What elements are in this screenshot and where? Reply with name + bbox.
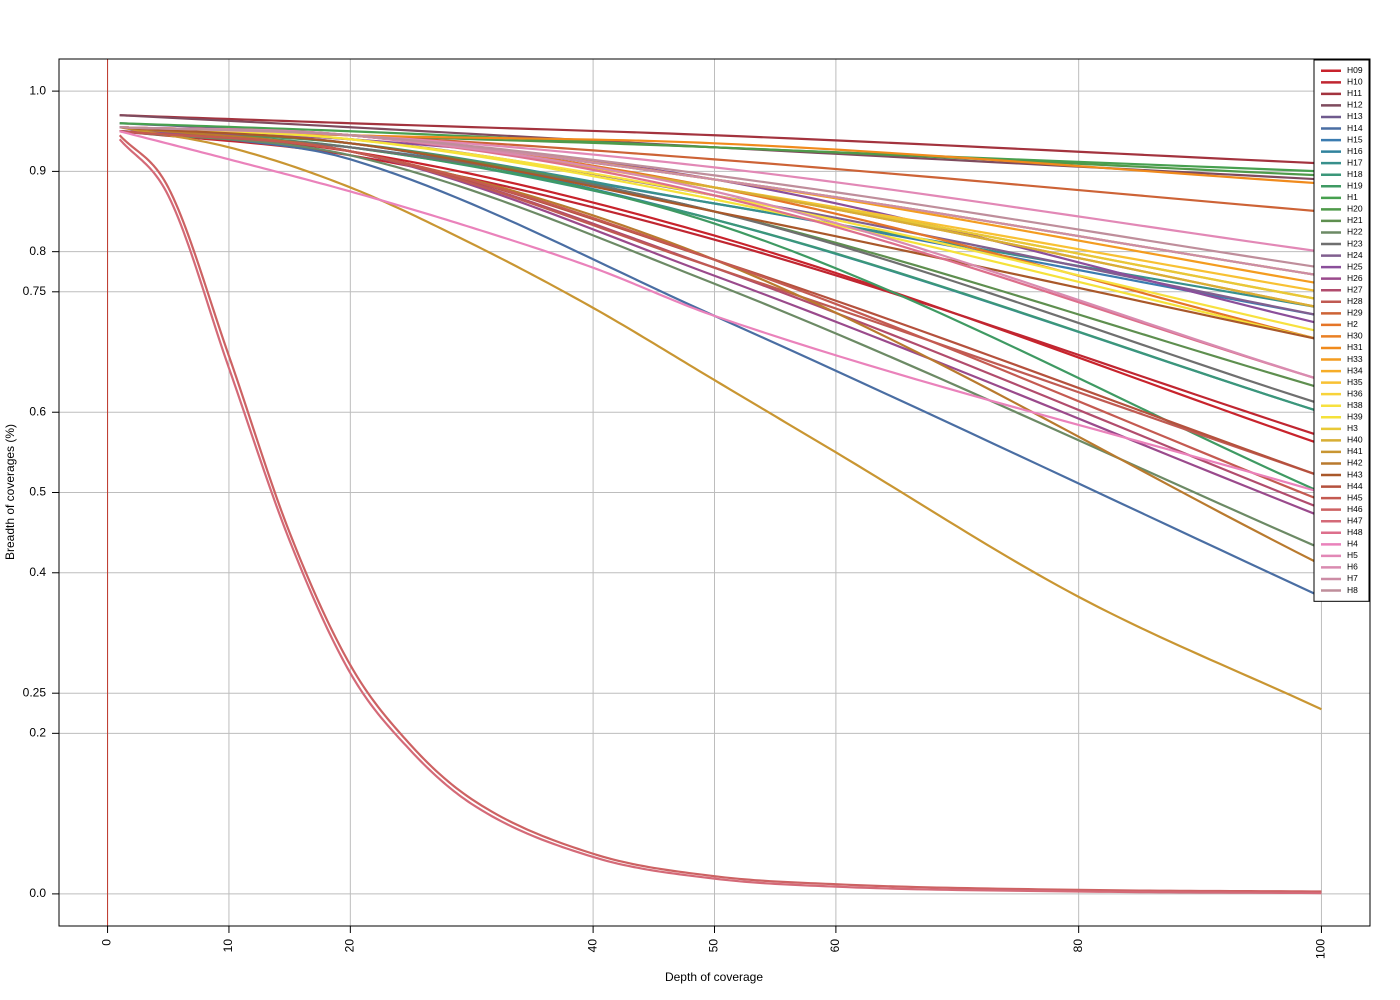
x-tick-label: 80 bbox=[1071, 939, 1085, 953]
series-line-h21 bbox=[119, 130, 1322, 390]
x-tick-label: 0 bbox=[100, 939, 114, 946]
legend-label-h27: H27 bbox=[1347, 284, 1363, 294]
y-tick-label: 0.25 bbox=[23, 685, 47, 699]
x-tick-label: 60 bbox=[828, 939, 842, 953]
legend-label-h30: H30 bbox=[1347, 331, 1363, 341]
legend-label-h14: H14 bbox=[1347, 123, 1363, 133]
legend-label-h20: H20 bbox=[1347, 204, 1363, 214]
legend-label-h6: H6 bbox=[1347, 562, 1358, 572]
legend-label-h33: H33 bbox=[1347, 354, 1363, 364]
x-axis-label: Depth of coverage bbox=[665, 970, 763, 984]
legend-label-h39: H39 bbox=[1347, 412, 1363, 422]
series-line-h19 bbox=[119, 130, 1322, 494]
series-line-h22 bbox=[119, 130, 1322, 550]
y-axis-label: Breadth of coverages (%) bbox=[3, 424, 17, 560]
series-line-h10 bbox=[119, 130, 1322, 438]
legend-label-h21: H21 bbox=[1347, 215, 1363, 225]
legend-label-h22: H22 bbox=[1347, 227, 1363, 237]
y-axis-ticks: 0.0 0.2 0.25 0.4 0.5 0.6 0.75 0.8 0.9 1.0 bbox=[23, 83, 59, 900]
legend-label-h44: H44 bbox=[1347, 481, 1363, 491]
legend-label-h8: H8 bbox=[1347, 585, 1358, 595]
legend-label-h24: H24 bbox=[1347, 250, 1363, 260]
series-line-h46 bbox=[118, 134, 1322, 893]
y-tick-label: 1.0 bbox=[29, 83, 46, 97]
series-line-h8 bbox=[119, 126, 1322, 269]
series-line-h23 bbox=[119, 130, 1322, 406]
y-tick-label: 0.5 bbox=[29, 485, 46, 499]
series-line-h11 bbox=[119, 114, 1322, 165]
y-tick-label: 0.6 bbox=[29, 404, 46, 418]
legend-label-h13: H13 bbox=[1347, 111, 1363, 121]
legend-label-h23: H23 bbox=[1347, 238, 1363, 248]
legend-label-h11: H11 bbox=[1347, 88, 1362, 98]
series-line-h42 bbox=[119, 126, 1322, 566]
legend-label-h15: H15 bbox=[1347, 134, 1363, 144]
series-line-h45 bbox=[119, 130, 1322, 502]
legend-label-h29: H29 bbox=[1347, 308, 1363, 318]
series-line-h39 bbox=[119, 126, 1322, 342]
legend-label-h45: H45 bbox=[1347, 492, 1363, 502]
legend-label-h48: H48 bbox=[1347, 527, 1363, 537]
grid-lines bbox=[59, 59, 1370, 926]
legend-label-h28: H28 bbox=[1347, 296, 1363, 306]
y-tick-label: 0.75 bbox=[23, 284, 47, 298]
y-tick-label: 0.2 bbox=[29, 726, 46, 740]
legend-label-h40: H40 bbox=[1347, 435, 1363, 445]
legend-label-h10: H10 bbox=[1347, 77, 1363, 87]
legend-label-h19: H19 bbox=[1347, 181, 1363, 191]
x-tick-label: 20 bbox=[343, 939, 357, 953]
series-line-h12 bbox=[119, 114, 1322, 181]
legend: H09H10H11H12H13H14H15H16H17H18H19H1H20H2… bbox=[1313, 59, 1370, 602]
series-lines bbox=[118, 114, 1322, 895]
legend-label-h47: H47 bbox=[1347, 515, 1363, 525]
legend-label-h2: H2 bbox=[1347, 319, 1358, 329]
legend-label-h7: H7 bbox=[1347, 573, 1358, 583]
series-line-h43 bbox=[119, 126, 1322, 342]
legend-label-h35: H35 bbox=[1347, 377, 1363, 387]
legend-label-h4: H4 bbox=[1347, 539, 1358, 549]
legend-label-h18: H18 bbox=[1347, 169, 1363, 179]
x-tick-label: 40 bbox=[585, 939, 599, 953]
legend-label-h46: H46 bbox=[1347, 504, 1363, 514]
legend-box bbox=[1313, 59, 1370, 602]
legend-label-h38: H38 bbox=[1347, 400, 1363, 410]
legend-label-h25: H25 bbox=[1347, 261, 1363, 271]
legend-label-h1: H1 bbox=[1347, 192, 1358, 202]
y-tick-label: 0.9 bbox=[29, 164, 46, 178]
x-tick-label: 100 bbox=[1314, 939, 1328, 959]
legend-label-h26: H26 bbox=[1347, 273, 1363, 283]
series-line-h41 bbox=[119, 126, 1322, 711]
series-line-h28 bbox=[119, 130, 1322, 478]
legend-label-h17: H17 bbox=[1347, 157, 1363, 167]
y-tick-label: 0.8 bbox=[29, 244, 46, 258]
legend-label-h3: H3 bbox=[1347, 423, 1358, 433]
legend-label-h41: H41 bbox=[1347, 446, 1363, 456]
legend-label-h16: H16 bbox=[1347, 146, 1363, 156]
y-tick-label: 0.4 bbox=[29, 565, 46, 579]
legend-label-h09: H09 bbox=[1347, 65, 1363, 75]
series-line-h35 bbox=[119, 126, 1322, 293]
legend-label-h43: H43 bbox=[1347, 469, 1363, 479]
legend-label-h12: H12 bbox=[1347, 100, 1363, 110]
x-tick-label: 50 bbox=[707, 939, 721, 953]
series-line-h4 bbox=[119, 130, 1322, 494]
series-line-h47 bbox=[118, 138, 1322, 895]
y-tick-label: 0.0 bbox=[29, 886, 46, 900]
legend-label-h42: H42 bbox=[1347, 458, 1363, 468]
x-axis-ticks: 0 10 20 40 50 60 80 100 bbox=[100, 926, 1328, 959]
legend-label-h36: H36 bbox=[1347, 388, 1363, 398]
legend-label-h34: H34 bbox=[1347, 365, 1363, 375]
x-tick-label: 10 bbox=[221, 939, 235, 953]
legend-label-h5: H5 bbox=[1347, 550, 1358, 560]
series-line-h44 bbox=[119, 130, 1322, 478]
legend-label-h31: H31 bbox=[1347, 342, 1363, 352]
